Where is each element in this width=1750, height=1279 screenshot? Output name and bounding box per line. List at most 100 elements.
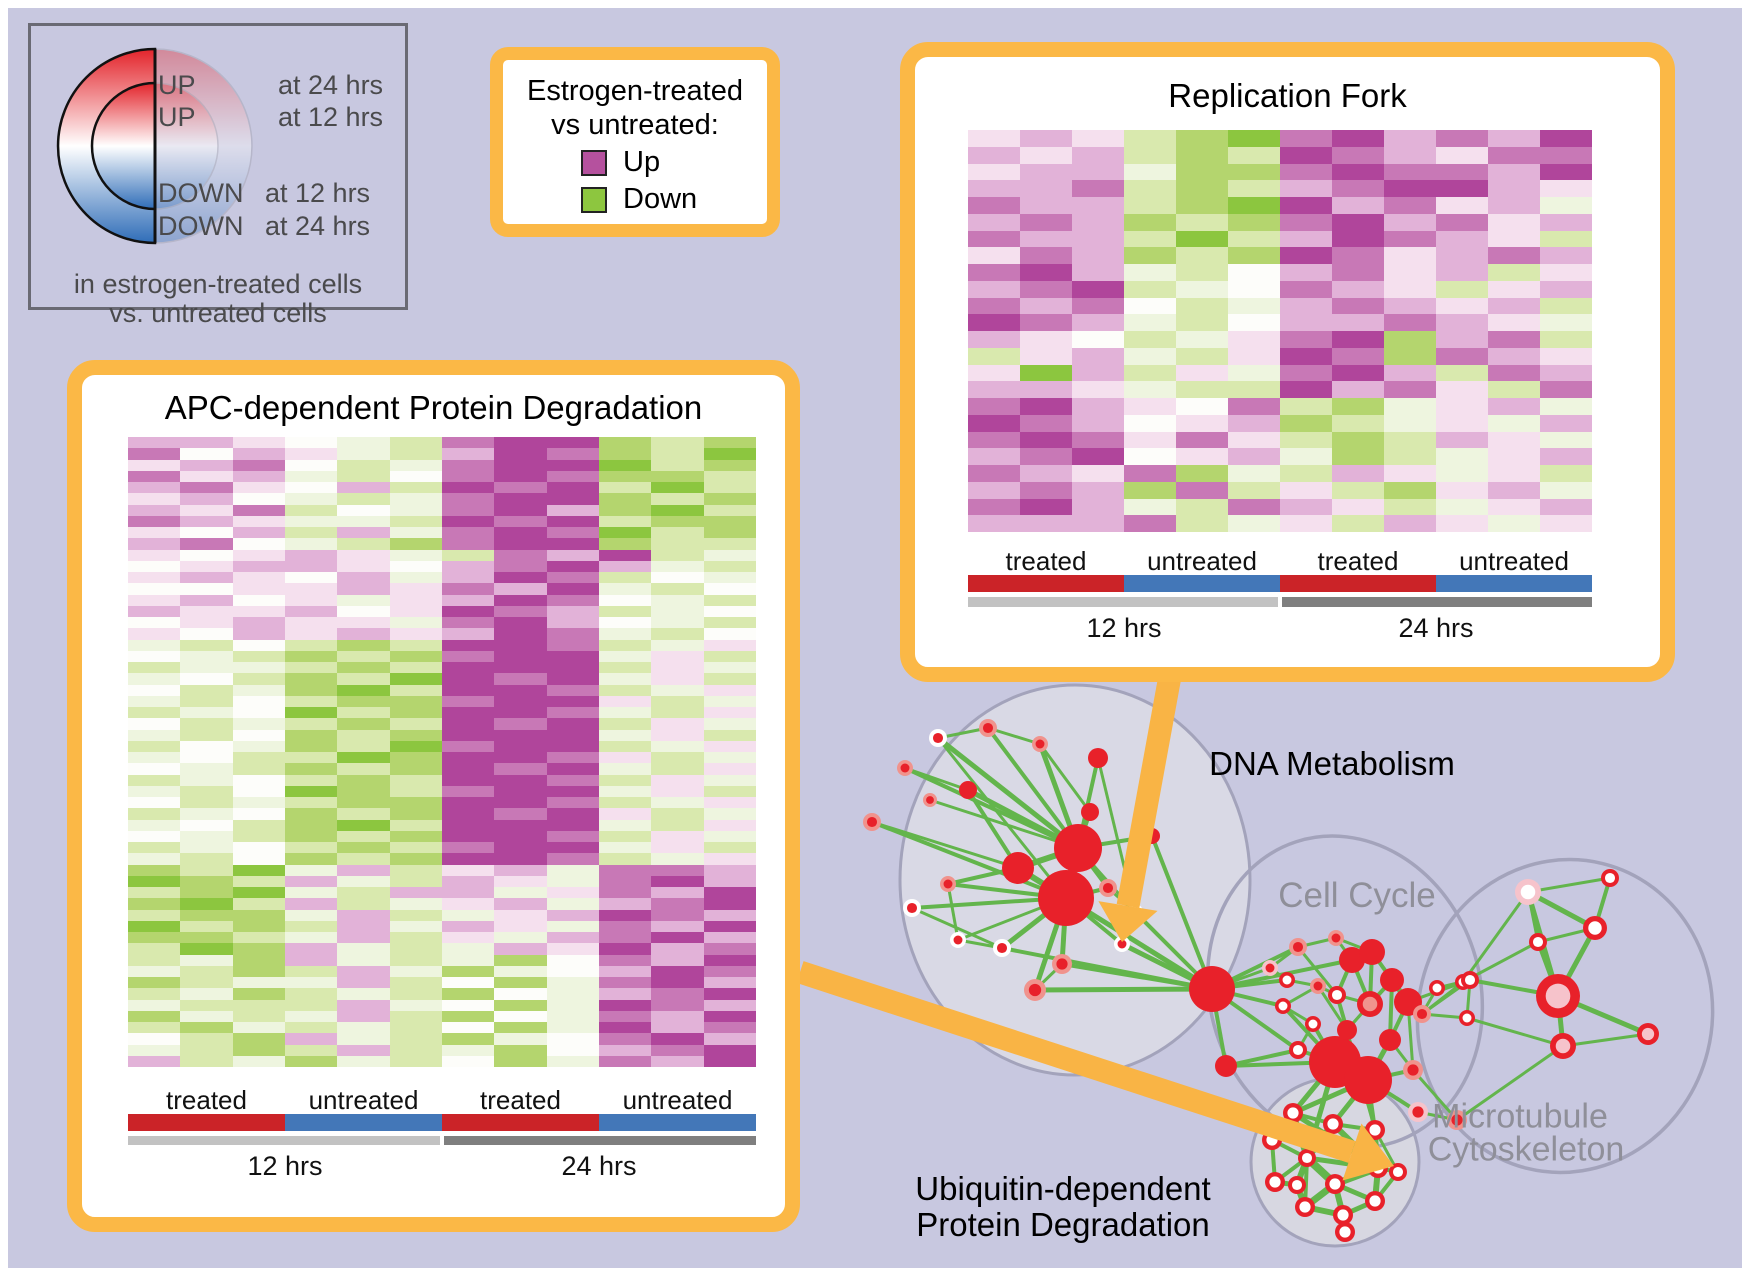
heatmap-cell (1280, 230, 1332, 248)
network-node-core (932, 732, 944, 744)
heatmap-cell (598, 965, 652, 977)
heatmap-cell (1072, 347, 1124, 365)
heatmap-cell (232, 887, 285, 899)
heatmap-cell (494, 1033, 547, 1045)
heatmap-cell (389, 684, 442, 696)
heatmap-cell (1176, 213, 1228, 231)
heatmap-cell (1176, 297, 1228, 315)
network-node-core (1604, 872, 1616, 884)
heatmap-cell (337, 527, 390, 539)
heatmap-cell (651, 729, 704, 741)
heatmap-cell (1540, 247, 1592, 264)
condition-bar-segment (1124, 575, 1280, 592)
apc-condition-labels: treated untreated treated untreated (128, 1085, 756, 1116)
heatmap-cell (1280, 498, 1332, 516)
heatmap-cell (1436, 280, 1488, 298)
heatmap-cell (1488, 448, 1540, 465)
network-edge (986, 726, 1080, 850)
heatmap-cell (598, 977, 652, 989)
heatmap-cell (441, 965, 495, 977)
heatmap-cell (337, 493, 390, 505)
heatmap-cell (180, 695, 233, 707)
heatmap-cell (651, 875, 704, 887)
heatmap-cell (598, 470, 652, 482)
heatmap-cell (1384, 481, 1436, 499)
heatmap-cell (546, 887, 599, 899)
heatmap-cell (598, 830, 652, 842)
heatmap-cell (128, 504, 181, 516)
heatmap-cell (284, 1044, 338, 1056)
heatmap-cell (389, 628, 442, 640)
heatmap-cell (651, 1055, 704, 1067)
heatmap-cell (1488, 230, 1540, 248)
heatmap-cell (389, 583, 442, 595)
network-edge (987, 726, 1041, 746)
heatmap-cell (703, 527, 756, 539)
heatmap-cell (232, 842, 285, 854)
heatmap-cell (389, 673, 442, 685)
heatmap-cell (598, 583, 652, 595)
heatmap-cell (703, 482, 756, 494)
network-node-core (996, 942, 1008, 954)
heatmap-cell (968, 230, 1020, 248)
heatmap-cell (546, 1055, 599, 1067)
heatmap-cell (546, 628, 599, 640)
heatmap-cell (651, 1022, 704, 1034)
heatmap-cell (1228, 163, 1280, 181)
heatmap-cell (441, 1055, 495, 1067)
heatmap-cell (1332, 398, 1384, 415)
heatmap-cell (441, 774, 495, 786)
heatmap-cell (337, 752, 390, 764)
heatmap-cell (598, 1055, 652, 1067)
heatmap-cell (128, 842, 181, 854)
network-node-ring (959, 781, 977, 799)
network-edge (1562, 1032, 1649, 1048)
heatmap-cell (546, 740, 599, 752)
heatmap-cell (180, 763, 233, 775)
heatmap-cell (1436, 230, 1488, 248)
heatmap-cell (546, 785, 599, 797)
heatmap-cell (232, 797, 285, 809)
heatmap-cell (651, 853, 704, 865)
heatmap-cell (1020, 347, 1072, 365)
heatmap-cell (337, 673, 390, 685)
condition-label: untreated (308, 1085, 419, 1115)
heatmap-cell (1228, 130, 1280, 147)
heatmap-cell (284, 650, 338, 662)
heatmap-cell (1072, 213, 1124, 231)
heatmap-cell (1072, 280, 1124, 298)
heatmap-cell (1488, 498, 1540, 516)
condition-label: untreated (1459, 546, 1569, 576)
heatmap-cell (1488, 398, 1540, 415)
heatmap-cell (598, 999, 652, 1011)
heatmap-cell (494, 482, 547, 494)
time-label-24hrs: 24 hrs (1398, 613, 1474, 643)
heatmap-cell (1176, 448, 1228, 465)
network-node-core (1327, 1118, 1339, 1130)
heatmap-cell (651, 988, 704, 1000)
heatmap-cell (703, 864, 756, 876)
heatmap-cell (1124, 465, 1176, 482)
heatmap-cell (284, 1055, 338, 1067)
heatmap-cell (232, 965, 285, 977)
heatmap-cell (703, 875, 756, 887)
heatmap-cell (968, 364, 1020, 382)
network-node-ring (1215, 1055, 1237, 1077)
heatmap-cell (598, 707, 652, 719)
heatmap-cell (1124, 247, 1176, 264)
heatmap-cell (703, 628, 756, 640)
heatmap-cell (1228, 448, 1280, 465)
heatmap-cell (232, 695, 285, 707)
heatmap-cell (1436, 515, 1488, 532)
heatmap-cell (598, 740, 652, 752)
heatmap-cell (1228, 498, 1280, 516)
heatmap-cell (180, 830, 233, 842)
heatmap-cell (337, 774, 390, 786)
heatmap-cell (546, 527, 599, 539)
heatmap-cell (284, 437, 338, 449)
heatmap-cell (1540, 146, 1592, 164)
heatmap-cell (284, 1033, 338, 1045)
heatmap-cell (703, 797, 756, 809)
replication-condition-labels: treated untreated treated untreated (968, 546, 1592, 577)
heatmap-cell (180, 594, 233, 606)
